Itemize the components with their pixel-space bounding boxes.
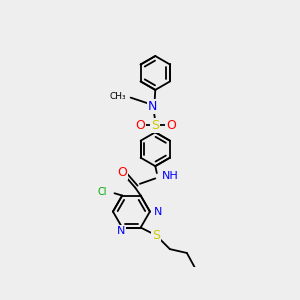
Text: N: N [154, 207, 162, 217]
Text: N: N [148, 100, 157, 113]
Text: Cl: Cl [97, 187, 107, 197]
Text: S: S [151, 119, 159, 132]
Text: CH₃: CH₃ [110, 92, 126, 100]
Text: O: O [166, 119, 175, 132]
Text: NH: NH [161, 171, 178, 181]
Text: O: O [117, 166, 127, 179]
Text: N: N [116, 226, 125, 236]
Text: S: S [152, 229, 160, 242]
Text: O: O [135, 119, 145, 132]
